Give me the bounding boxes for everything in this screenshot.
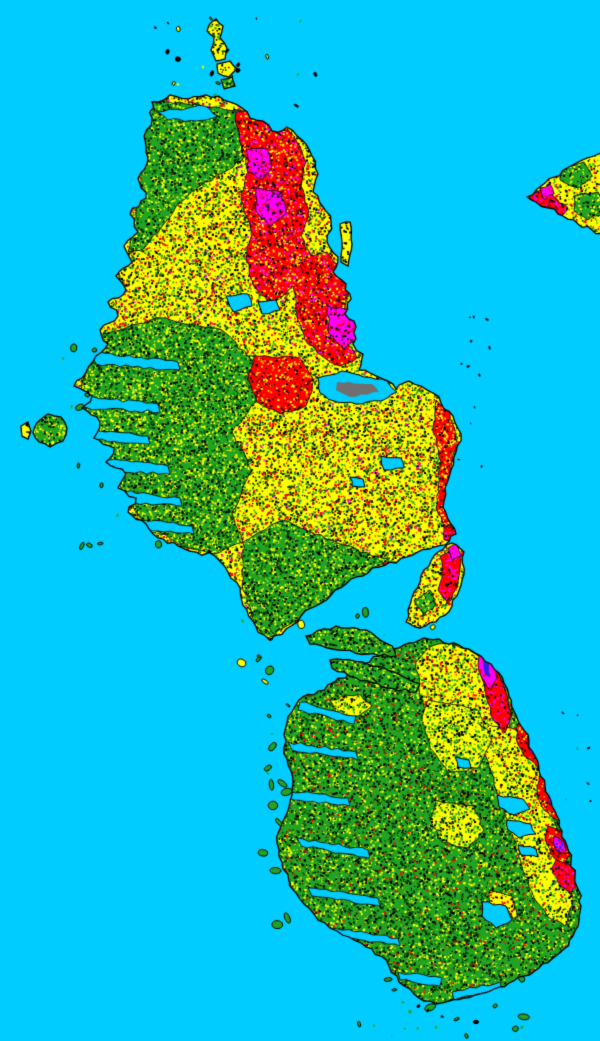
map-canvas [0, 0, 600, 1041]
map-viewport [0, 0, 600, 1041]
